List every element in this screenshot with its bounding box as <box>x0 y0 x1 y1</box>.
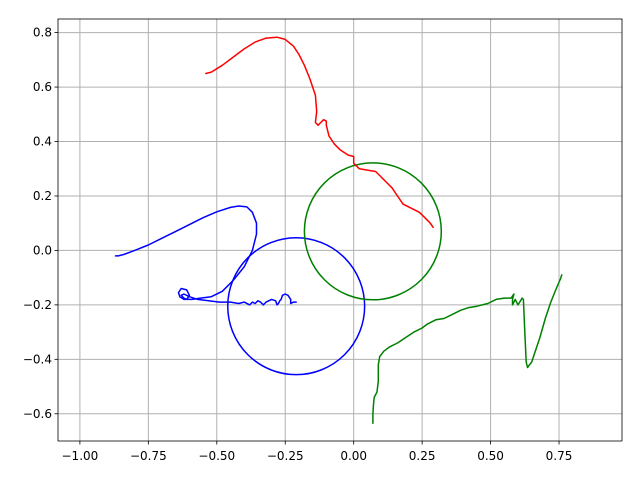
x-tick-label: −0.75 <box>130 449 167 463</box>
x-tick-label: 0.50 <box>477 449 504 463</box>
y-tick-label: 0.2 <box>33 189 52 203</box>
grid <box>58 19 622 441</box>
series-line-1 <box>205 36 434 229</box>
x-tick-label: −1.00 <box>62 449 99 463</box>
axes-frame <box>57 18 623 442</box>
x-tick-label: −0.25 <box>267 449 304 463</box>
circle-markers <box>226 162 443 376</box>
series-line-2 <box>114 205 297 306</box>
x-tick-label: 0.25 <box>409 449 436 463</box>
series-line-3 <box>372 274 563 425</box>
y-tick-label: 0.8 <box>33 26 52 40</box>
y-tick-label: −0.2 <box>23 298 52 312</box>
y-tick-label: 0.4 <box>33 135 52 149</box>
x-tick-label: 0.00 <box>340 449 367 463</box>
series-lines <box>114 36 563 425</box>
y-axis-ticks: −0.6 −0.4 −0.2 0.0 0.2 0.4 0.6 0.8 <box>23 26 58 421</box>
x-tick-label: −0.50 <box>198 449 235 463</box>
y-tick-label: −0.4 <box>23 352 52 366</box>
circle-1 <box>226 237 366 376</box>
y-tick-label: −0.6 <box>23 407 52 421</box>
x-tick-label: 0.75 <box>546 449 573 463</box>
y-tick-label: 0.6 <box>33 80 52 94</box>
circle-2 <box>303 162 443 301</box>
x-axis-ticks: −1.00 −0.75 −0.50 −0.25 0.00 0.25 0.50 0.75 <box>62 441 573 463</box>
y-tick-label: 0.0 <box>33 243 52 257</box>
